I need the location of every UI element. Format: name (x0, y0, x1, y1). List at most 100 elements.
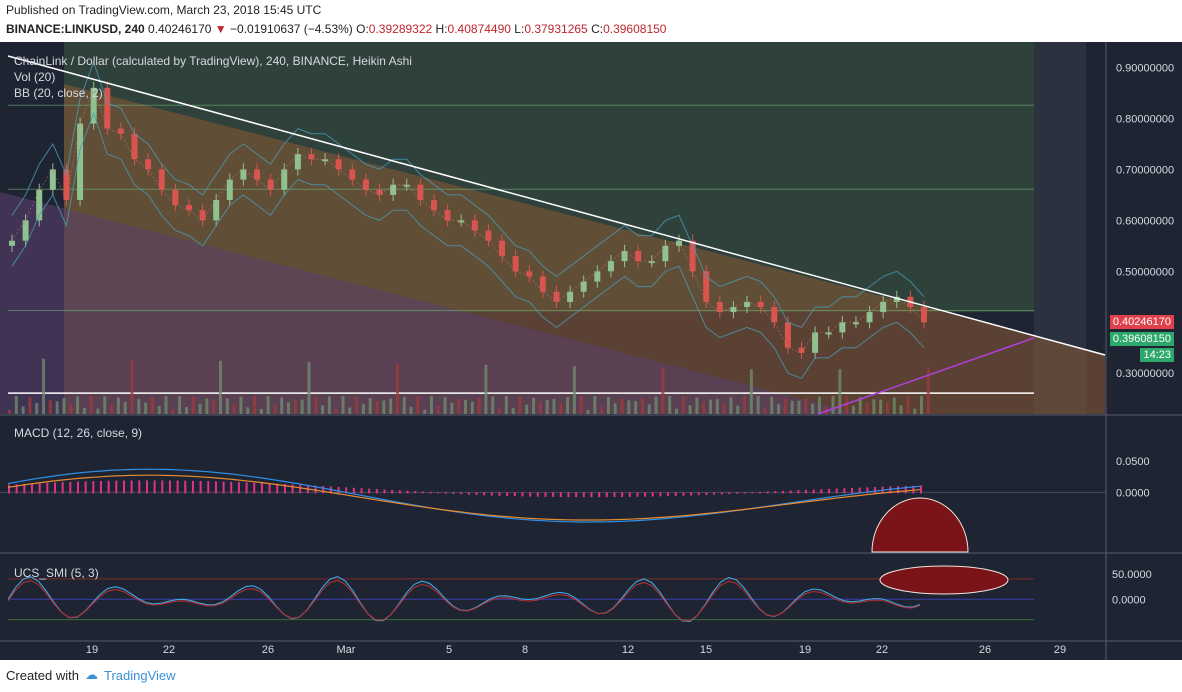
volume-bar (804, 398, 808, 414)
volume-bar (661, 367, 665, 414)
volume-bar (709, 399, 713, 414)
macd-hist-bar (115, 480, 118, 494)
volume-bar (545, 400, 549, 414)
candle-body (635, 250, 642, 262)
macd-hist-bar (92, 481, 95, 494)
macd-hist-bar (230, 481, 233, 494)
macd-hist-bar (245, 482, 248, 494)
macd-hist-bar (38, 483, 41, 494)
candle-body (36, 189, 43, 221)
candle-body (825, 332, 832, 335)
volume-bar (116, 397, 120, 414)
macd-hist-bar (360, 488, 363, 494)
macd-hist-bar (690, 492, 693, 496)
volume-bar (280, 397, 284, 414)
candle-body (621, 250, 628, 262)
y-tick-label: 0.70000000 (1116, 164, 1174, 176)
volume-bar (144, 402, 148, 414)
volume-bar (831, 396, 835, 414)
candle-body (553, 291, 560, 302)
volume-bar (137, 399, 141, 414)
macd-hist-bar (889, 486, 892, 494)
tradingview-logo-icon[interactable]: ☁ (84, 667, 98, 682)
volume-bar (681, 396, 685, 414)
candle-body (9, 240, 15, 246)
tradingview-link[interactable]: TradingView (103, 667, 176, 683)
volume-bar (532, 397, 536, 414)
close-value: 0.39608150 (603, 22, 667, 36)
macd-hist-bar (176, 480, 179, 494)
macd-hist-bar (628, 492, 631, 497)
volume-bar (184, 406, 188, 414)
macd-hist-bar (207, 481, 210, 494)
macd-hist-bar (667, 492, 670, 497)
macd-hist-bar (23, 483, 26, 494)
x-tick-label: Mar (337, 644, 356, 656)
macd-hist-bar (199, 480, 202, 494)
candle-body (866, 312, 873, 323)
candle-body (485, 230, 492, 241)
macd-hist-bar (53, 482, 56, 494)
volume-bar (477, 397, 481, 414)
volume-bar (382, 400, 386, 414)
volume-bar (613, 403, 617, 414)
volume-bar (817, 396, 821, 414)
macd-hist-bar (904, 485, 907, 494)
volume-bar (491, 396, 495, 414)
y-tick-label: 0.80000000 (1116, 113, 1174, 125)
macd-hist-bar (406, 490, 409, 494)
last-price: 0.40246170 (148, 22, 212, 36)
volume-bar (436, 406, 440, 414)
macd-hist-bar (398, 490, 401, 494)
volume-bar (729, 397, 733, 414)
volume-bar (464, 399, 467, 414)
volume-bar (906, 396, 910, 414)
x-tick-label: 19 (86, 644, 98, 656)
macd-hist-bar (521, 492, 524, 497)
smi-y-tick-label: 0.0000 (1112, 594, 1146, 606)
macd-hist-bar (76, 481, 79, 494)
macd-hist-bar (291, 484, 294, 494)
volume-bar (266, 396, 270, 414)
created-with: Created with (6, 667, 79, 683)
macd-hist-bar (375, 489, 378, 494)
volume-bar (688, 405, 692, 414)
volume-bar (892, 397, 896, 414)
candle-body (703, 271, 710, 302)
chart-svg[interactable]: 0.90000000 0.80000000 0.70000000 0.60000000… (0, 42, 1182, 660)
macd-hist-bar (452, 492, 455, 495)
volume-bar (103, 396, 107, 414)
macd-hist-bar (835, 488, 838, 494)
volume-bar (423, 409, 427, 414)
smi-signal-line (7, 579, 921, 622)
macd-hist-bar (552, 492, 555, 497)
chart-area[interactable]: 0.90000000 0.80000000 0.70000000 0.60000000… (0, 42, 1182, 660)
last-price-tag: 0.40246170 (1109, 315, 1174, 329)
macd-hist-bar (774, 491, 777, 494)
macd-hist-bar (743, 492, 746, 494)
macd-hist-bar (69, 481, 72, 494)
candle-body (648, 261, 655, 264)
macd-hist-bar (283, 484, 286, 494)
volume-bar (627, 400, 631, 414)
volume-bar (348, 407, 352, 414)
volume-bar (470, 401, 474, 414)
volume-bar (702, 401, 706, 414)
candle-body (880, 301, 887, 313)
candle-body (757, 301, 764, 307)
y-tick-label: 0.30000000 (1116, 368, 1174, 380)
candle-body (199, 210, 206, 221)
volume-bar (171, 409, 175, 414)
volume-bar (375, 401, 379, 414)
x-tick-label: 22 (163, 644, 175, 656)
volume-bar (538, 401, 542, 414)
volume-bar (858, 397, 862, 414)
macd-hist-bar (253, 482, 256, 494)
candle-body (744, 301, 751, 307)
macd-hist-bar (567, 492, 570, 498)
macd-hist-bar (138, 480, 141, 494)
macd-hist-bar (30, 483, 33, 494)
volume-bar (368, 398, 372, 414)
macd-hist-bar (145, 480, 148, 494)
candle-body (580, 281, 587, 292)
